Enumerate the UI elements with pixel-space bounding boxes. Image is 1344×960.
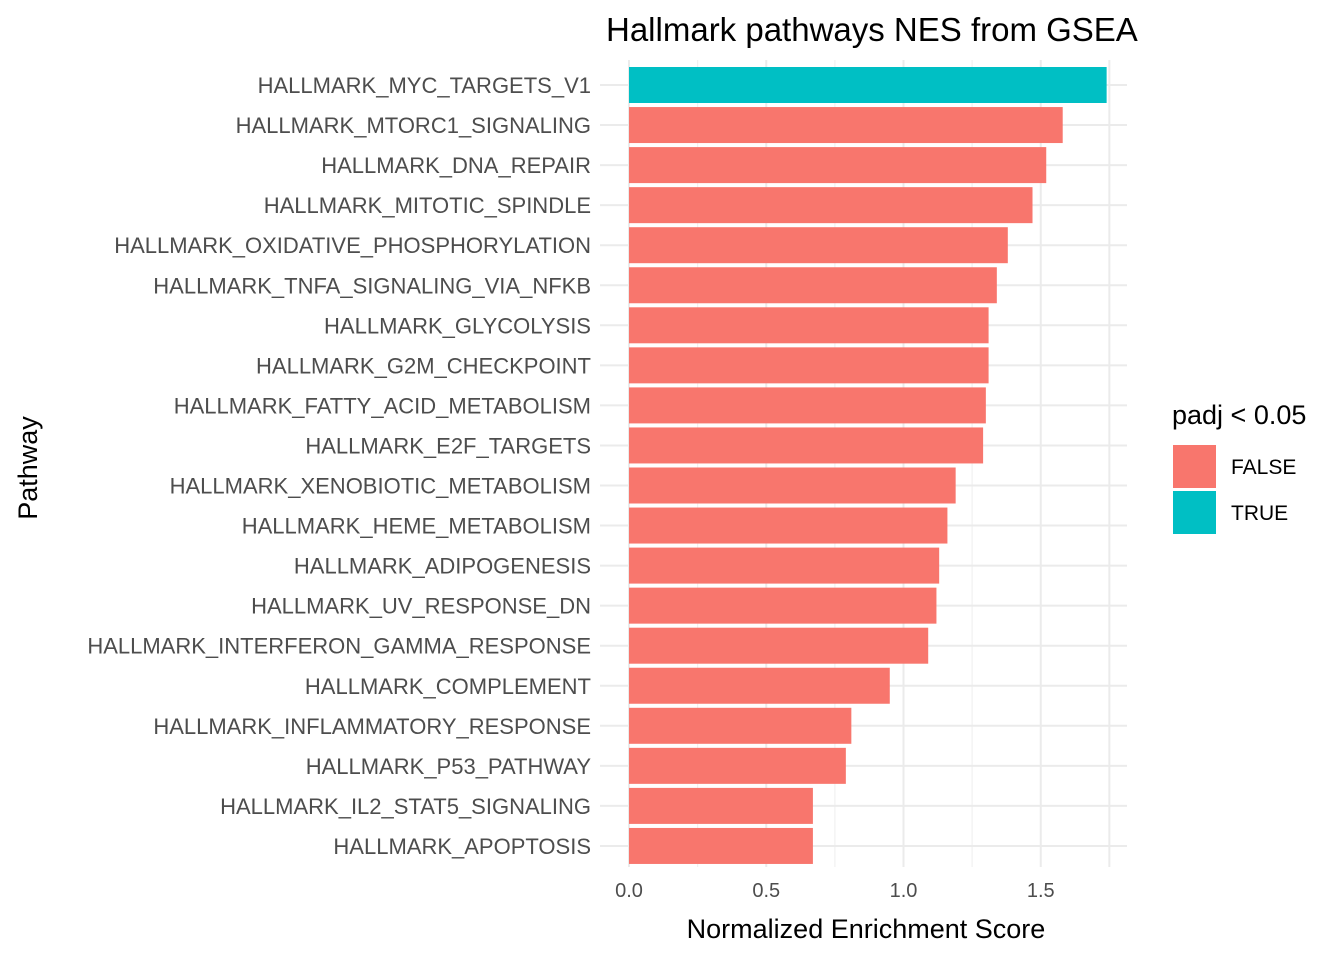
y-tick-label: HALLMARK_MYC_TARGETS_V1 bbox=[258, 73, 591, 98]
y-tick-label: HALLMARK_UV_RESPONSE_DN bbox=[251, 594, 591, 619]
bar bbox=[629, 667, 890, 704]
legend-key bbox=[1173, 445, 1216, 488]
legend-entries: FALSE TRUE bbox=[1173, 445, 1296, 534]
bar bbox=[629, 307, 989, 344]
bar bbox=[629, 827, 813, 864]
legend-label: TRUE bbox=[1231, 502, 1288, 525]
bar bbox=[629, 707, 852, 744]
bar bbox=[629, 787, 813, 824]
bar bbox=[629, 227, 1008, 264]
x-axis-label: Normalized Enrichment Score bbox=[687, 914, 1046, 944]
bar bbox=[629, 67, 1107, 103]
y-tick-label: HALLMARK_APOPTOSIS bbox=[333, 834, 591, 859]
y-tick-label: HALLMARK_ADIPOGENESIS bbox=[294, 554, 591, 579]
y-tick-labels: HALLMARK_MYC_TARGETS_V1 HALLMARK_MTORC1_S… bbox=[87, 73, 591, 859]
bar bbox=[629, 507, 948, 544]
bar bbox=[629, 467, 956, 504]
legend-title: padj < 0.05 bbox=[1172, 400, 1306, 430]
bar bbox=[629, 347, 989, 384]
y-tick-label: HALLMARK_MTORC1_SIGNALING bbox=[236, 113, 591, 138]
x-tick-label: 0.0 bbox=[615, 880, 643, 902]
x-tick-label: 1.0 bbox=[890, 880, 918, 902]
bar bbox=[629, 267, 997, 304]
bar bbox=[629, 627, 929, 664]
bar bbox=[629, 587, 937, 624]
y-tick-label: HALLMARK_E2F_TARGETS bbox=[305, 433, 591, 458]
y-tick-label: HALLMARK_COMPLEMENT bbox=[305, 674, 591, 699]
y-tick-label: HALLMARK_FATTY_ACID_METABOLISM bbox=[174, 393, 591, 418]
y-tick-label: HALLMARK_IL2_STAT5_SIGNALING bbox=[220, 794, 591, 819]
y-tick-label: HALLMARK_TNFA_SIGNALING_VIA_NFKB bbox=[153, 273, 591, 298]
y-tick-label: HALLMARK_XENOBIOTIC_METABOLISM bbox=[170, 474, 591, 499]
bar bbox=[629, 747, 846, 784]
y-tick-label: HALLMARK_INFLAMMATORY_RESPONSE bbox=[153, 714, 591, 739]
y-tick-label: HALLMARK_P53_PATHWAY bbox=[306, 754, 592, 779]
y-tick-label: HALLMARK_MITOTIC_SPINDLE bbox=[264, 193, 591, 218]
y-tick-label: HALLMARK_G2M_CHECKPOINT bbox=[256, 353, 591, 378]
bar bbox=[629, 187, 1033, 224]
y-tick-label: HALLMARK_INTERFERON_GAMMA_RESPONSE bbox=[87, 634, 591, 659]
y-tick-label: HALLMARK_GLYCOLYSIS bbox=[324, 313, 591, 338]
legend-label: FALSE bbox=[1231, 456, 1296, 479]
x-tick-label: 0.5 bbox=[752, 880, 780, 902]
y-tick-label: HALLMARK_HEME_METABOLISM bbox=[242, 514, 591, 539]
y-axis-label: Pathway bbox=[13, 416, 43, 520]
y-tick-label: HALLMARK_OXIDATIVE_PHOSPHORYLATION bbox=[114, 233, 591, 258]
legend-key bbox=[1173, 491, 1216, 534]
bar bbox=[629, 107, 1063, 144]
bar bbox=[629, 427, 984, 464]
bar bbox=[629, 547, 940, 584]
chart-title: Hallmark pathways NES from GSEA bbox=[606, 11, 1138, 48]
bar bbox=[629, 147, 1047, 184]
x-tick-labels: 0.0 0.5 1.0 1.5 bbox=[615, 880, 1055, 902]
legend: padj < 0.05 FALSE TRUE bbox=[1172, 400, 1306, 534]
x-tick-label: 1.5 bbox=[1027, 880, 1055, 902]
y-tick-label: HALLMARK_DNA_REPAIR bbox=[321, 153, 591, 178]
bar bbox=[629, 387, 986, 424]
bars bbox=[629, 67, 1107, 864]
